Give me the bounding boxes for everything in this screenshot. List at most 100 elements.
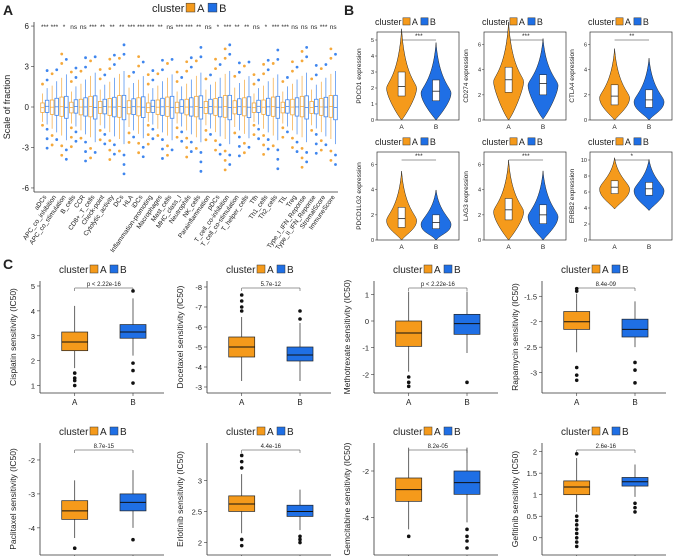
significance-label: ns [253,24,261,31]
legend-key-A [402,137,411,146]
outlier-B [74,66,78,70]
outlier-B [131,368,135,373]
outlier-A [262,143,266,147]
outlier-B [228,52,232,56]
legend-key-B [633,17,642,26]
outlier-A [50,72,54,76]
outlier-B [131,381,135,385]
y-tick-label: 0 [584,118,587,124]
outlier-B [298,540,302,545]
outlier-A [281,135,285,139]
y-tick-label: 2 [478,213,481,219]
outlier-A [166,153,169,157]
outlier-A [137,64,141,68]
outlier-B [131,289,135,293]
outlier-B [314,133,318,136]
box-B [621,318,649,338]
outlier-B [122,43,126,47]
y-tick-label: 1.5 [527,469,537,478]
y-tick-label: -2 [530,318,537,327]
outlier-A [89,156,92,160]
outlier-B [180,139,184,143]
outlier-A [574,378,579,383]
significance-label: ** [235,24,241,31]
legend-label-B: B [643,17,649,27]
outlier-A [239,459,244,464]
y-axis-label: LAG3 expression [463,171,470,221]
y-tick-label: -6 [195,323,202,332]
y-tick-label: 2 [31,357,35,366]
outlier-B [74,76,78,79]
outlier-A [69,135,73,139]
outlier-B [305,55,309,59]
x-tick-label: A [612,124,617,131]
outlier-B [112,143,116,147]
outlier-A [300,165,304,169]
violin-plot: CTLA4 expression 0 2 4 6 ** A B [569,31,673,131]
outlier-A [72,383,77,388]
outlier-B [84,140,87,144]
outlier-A [300,50,304,53]
legend-key-B [611,426,621,436]
outlier-A [69,80,73,83]
plot-frame [589,31,673,121]
outlier-B [228,43,232,47]
outlier-A [185,69,189,73]
outlier-B [276,148,280,152]
outlier-A [239,305,244,309]
outlier-A [89,146,92,150]
outlier-A [166,62,169,65]
outlier-B [209,133,212,136]
legend-label-B: B [454,427,461,438]
outlier-B [180,76,184,79]
legend-key-B [276,426,286,436]
y-tick-label: -4 [195,363,202,372]
significance-label: *** [176,24,184,31]
legend: cluster A B [59,426,127,438]
outlier-A [60,52,64,56]
outlier-B [103,142,107,146]
legend: cluster A B [482,17,543,27]
outlier-A [233,131,237,135]
legend-label-B: B [622,265,629,276]
outlier-A [574,514,579,519]
panel-letter-C: C [3,256,13,272]
outlier-A [60,153,64,157]
outlier-A [239,299,244,303]
outlier-A [223,168,227,172]
legend-title: cluster [561,427,591,438]
outlier-A [262,153,266,156]
outlier-A [291,136,294,140]
y-axis-label: CTLA4 expression [569,49,576,103]
outlier-A [72,378,77,383]
outlier-A [574,289,579,293]
legend-title: cluster [152,3,185,15]
outlier-B [151,78,155,82]
legend-key-B [527,137,536,146]
outlier-A [300,59,304,63]
y-tick-label: -8 [195,283,202,292]
y-tick-label: 1 [371,102,374,108]
x-tick-label: B [130,398,135,407]
outlier-A [185,155,189,159]
violin-A [599,48,630,121]
outlier-A [118,149,121,153]
x-tick-label: A [506,124,511,131]
outlier-B [189,150,193,153]
legend-title: cluster [393,427,423,438]
box-B [432,214,440,229]
outlier-A [50,143,54,147]
plot-frame [376,31,460,121]
outlier-B [298,537,302,542]
outlier-B [465,527,469,532]
legend-title: cluster [482,17,509,27]
x-tick-label: A [72,398,78,407]
outlier-A [185,146,189,149]
legend-label-B: B [643,137,649,147]
outlier-A [574,365,579,370]
box-B [119,324,147,339]
outlier-A [223,159,227,162]
outlier-B [633,381,637,385]
legend-label-B: B [430,137,436,147]
